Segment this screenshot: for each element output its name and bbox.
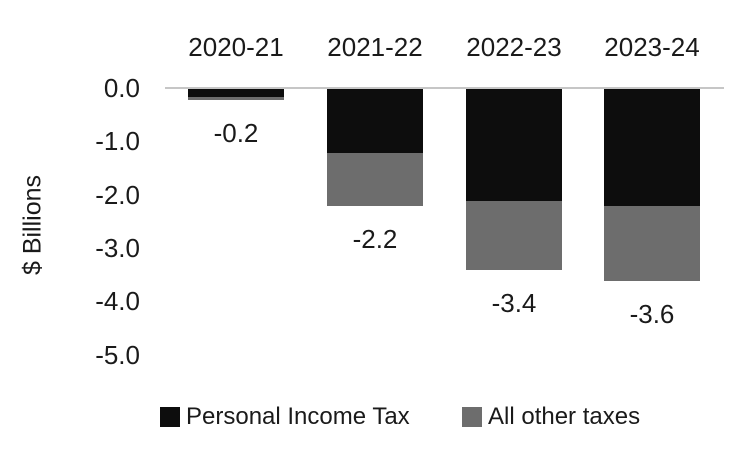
total-label-2023-24: -3.6 (629, 299, 675, 329)
bar-2022-23-segment-all-other-taxes (466, 200, 562, 271)
bar-2021-22-segment-all-other-taxes (327, 152, 423, 207)
zero-gridline (165, 87, 724, 89)
category-label-2022-23: 2022-23 (466, 32, 562, 62)
legend-label-all-other-taxes: All other taxes (488, 403, 641, 430)
y-tick-label: -3.0 (95, 233, 140, 263)
y-tick-label: -4.0 (95, 286, 140, 316)
bar-2021-22-segment-personal-income-tax (327, 89, 423, 153)
legend: Personal Income Tax All other taxes (0, 404, 750, 430)
bar-2020-21-segment-personal-income-tax (188, 89, 284, 97)
legend-swatch-all-other-taxes (462, 407, 482, 427)
legend-item-personal-income-tax: Personal Income Tax (160, 404, 410, 430)
total-label-2022-23: -3.4 (491, 288, 537, 318)
y-tick-label: -5.0 (95, 340, 140, 370)
y-tick-label: -2.0 (95, 180, 140, 210)
category-label-2021-22: 2021-22 (327, 32, 423, 62)
legend-label-personal-income-tax: Personal Income Tax (186, 403, 410, 430)
category-label-2023-24: 2023-24 (604, 32, 700, 62)
y-tick-label: -1.0 (95, 126, 140, 156)
total-label-2020-21: -0.2 (213, 118, 259, 148)
bar-2023-24-segment-all-other-taxes (604, 206, 700, 281)
bar-2023-24-segment-personal-income-tax (604, 89, 700, 207)
legend-item-all-other-taxes: All other taxes (462, 404, 640, 430)
legend-swatch-personal-income-tax (160, 407, 180, 427)
total-label-2021-22: -2.2 (352, 224, 398, 254)
y-tick-label: 0.0 (103, 73, 140, 103)
bar-2020-21-segment-all-other-taxes (188, 96, 284, 100)
y-axis-title: $ Billions (18, 174, 47, 276)
bar-2022-23-segment-personal-income-tax (466, 89, 562, 201)
category-label-2020-21: 2020-21 (188, 32, 284, 62)
